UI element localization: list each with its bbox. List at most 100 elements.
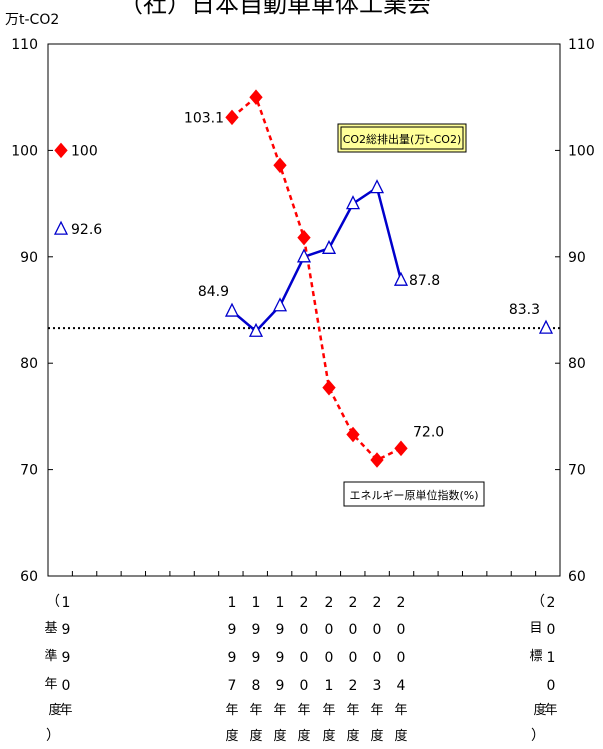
x-label-suffix-char: 度 bbox=[297, 728, 310, 744]
energy-legend-label: エネルギー原単位指数(%) bbox=[349, 488, 478, 502]
x-label-bracket-open: （ bbox=[46, 594, 60, 610]
series-markers bbox=[53, 89, 554, 468]
x-label-suffix-char: 年 bbox=[346, 703, 359, 718]
x-label-digit: 0 bbox=[325, 622, 334, 638]
x-label-suffix-char: 年 bbox=[322, 703, 335, 718]
energy-point-marker bbox=[394, 440, 408, 457]
x-label-3: 1 9 9 9 年度 bbox=[273, 595, 286, 744]
x-label-suffix-char: 度 bbox=[249, 728, 262, 744]
x-label-digit: 9 bbox=[252, 650, 261, 666]
co2-legend-box bbox=[337, 123, 467, 153]
energy-point-marker bbox=[249, 89, 263, 105]
x-label-post-char: 度 bbox=[533, 702, 546, 718]
x-label-digit: 0 bbox=[397, 650, 406, 666]
x-label-digit: 2 bbox=[349, 595, 358, 611]
x-label-digit: 1 bbox=[547, 650, 556, 666]
co2-point-marker bbox=[296, 248, 312, 263]
x-label-digit: 9 bbox=[276, 650, 285, 666]
x-label-bracket-close: ） bbox=[531, 728, 545, 744]
x-label-side-char: 標 bbox=[529, 649, 542, 664]
x-label-suffix-char: 年 bbox=[394, 703, 407, 718]
x-label-digit: 0 bbox=[349, 622, 358, 638]
x-label-bracket-open: （ bbox=[531, 594, 545, 610]
energy-point-marker bbox=[225, 109, 239, 126]
x-label-digit: 8 bbox=[252, 678, 261, 694]
data-label: 103.1 bbox=[184, 110, 224, 126]
y-tick-label-right: 90 bbox=[568, 250, 586, 266]
y-tick-label-right: 70 bbox=[568, 463, 586, 479]
legend-boxes: CO2総排出量(万t-CO2) エネルギー原単位指数(%) bbox=[337, 123, 485, 507]
energy-baseline-marker bbox=[54, 142, 68, 159]
x-label-digit: 0 bbox=[397, 622, 406, 638]
x-label-digit: 9 bbox=[62, 650, 71, 666]
x-label-digit: 9 bbox=[276, 622, 285, 638]
energy-point-marker bbox=[297, 229, 311, 246]
y-tick-label-right: 60 bbox=[568, 569, 586, 585]
co2-point-marker bbox=[393, 271, 409, 286]
x-label-digit: 9 bbox=[228, 622, 237, 638]
y-tick-label-left: 70 bbox=[20, 463, 38, 479]
data-label: 87.8 bbox=[409, 273, 440, 289]
x-label-digit: 2 bbox=[300, 595, 309, 611]
x-label-digit: 2 bbox=[325, 595, 334, 611]
x-label-digit: 0 bbox=[300, 622, 309, 638]
x-label-digit: 0 bbox=[62, 678, 71, 694]
energy-legend-box bbox=[343, 481, 485, 507]
x-label-digit: 9 bbox=[276, 678, 285, 694]
x-label-6: 2 0 0 2 年度 bbox=[346, 595, 359, 744]
energy-point-marker bbox=[370, 452, 384, 468]
x-label-side-char: 準 bbox=[44, 648, 57, 664]
data-label: 100 bbox=[71, 143, 98, 159]
x-label-4: 2 0 0 0 年度 bbox=[297, 595, 310, 744]
x-label-bracket-close: ） bbox=[46, 728, 60, 744]
co2-point-marker bbox=[321, 239, 337, 254]
x-label-digit: 7 bbox=[228, 678, 237, 694]
co2-point-marker bbox=[369, 179, 385, 194]
y-tick-label-left: 110 bbox=[11, 37, 38, 53]
x-label-digit: 1 bbox=[276, 595, 285, 611]
y-tick-label-left: 80 bbox=[20, 356, 38, 372]
x-label-digit: 1 bbox=[228, 595, 237, 611]
y-tick-label-left: 100 bbox=[11, 143, 38, 159]
x-label-suffix-char: 度 bbox=[346, 728, 359, 744]
energy-index-line bbox=[231, 95, 402, 462]
x-label-suffix-char: 度 bbox=[225, 728, 238, 744]
x-label-digit: 2 bbox=[349, 678, 358, 694]
x-label-digit: 0 bbox=[300, 650, 309, 666]
axes: 60 60 70 70 80 80 90 90 100 100 110 110 bbox=[11, 37, 594, 585]
x-label-suffix: 年 bbox=[544, 703, 557, 718]
x-label-digit: 1 bbox=[252, 595, 261, 611]
co2-legend-label: CO2総排出量(万t-CO2) bbox=[343, 132, 462, 146]
y-tick-label-right: 80 bbox=[568, 356, 586, 372]
x-label-digit: 0 bbox=[547, 678, 556, 694]
energy-point-marker bbox=[346, 426, 360, 443]
x-label-digit: 2 bbox=[373, 595, 382, 611]
x-label-digit: 0 bbox=[349, 650, 358, 666]
y-tick-label-right: 100 bbox=[568, 143, 595, 159]
x-label-side-char: 年 bbox=[44, 677, 57, 692]
co2-point-marker bbox=[224, 302, 240, 317]
x-label-digit: 3 bbox=[373, 678, 382, 694]
x-label-digit: 0 bbox=[547, 622, 556, 638]
y-tick-label-left: 60 bbox=[20, 569, 38, 585]
x-label-digit: 4 bbox=[397, 678, 406, 694]
data-label: 83.3 bbox=[509, 302, 540, 318]
x-label-suffix-char: 年 bbox=[297, 703, 310, 718]
co2-point-marker bbox=[272, 297, 288, 312]
x-label-suffix-char: 年 bbox=[370, 703, 383, 718]
co2-point-marker bbox=[248, 322, 264, 337]
x-label-digit: 1 bbox=[325, 678, 334, 694]
x-label-2: 1 9 9 8 年度 bbox=[249, 595, 262, 744]
x-label-5: 2 0 0 1 年度 bbox=[322, 595, 335, 744]
x-label-8: 2 0 0 4 年度 bbox=[394, 595, 407, 744]
x-label-digit: 0 bbox=[325, 650, 334, 666]
data-label: 92.6 bbox=[71, 222, 102, 238]
y-unit-label: 万t-CO2 bbox=[5, 12, 59, 28]
x-label-digit: 9 bbox=[252, 622, 261, 638]
x-label-suffix: 年 bbox=[59, 703, 72, 718]
x-label-digit: 9 bbox=[62, 622, 71, 638]
co2-target-marker bbox=[538, 319, 554, 334]
